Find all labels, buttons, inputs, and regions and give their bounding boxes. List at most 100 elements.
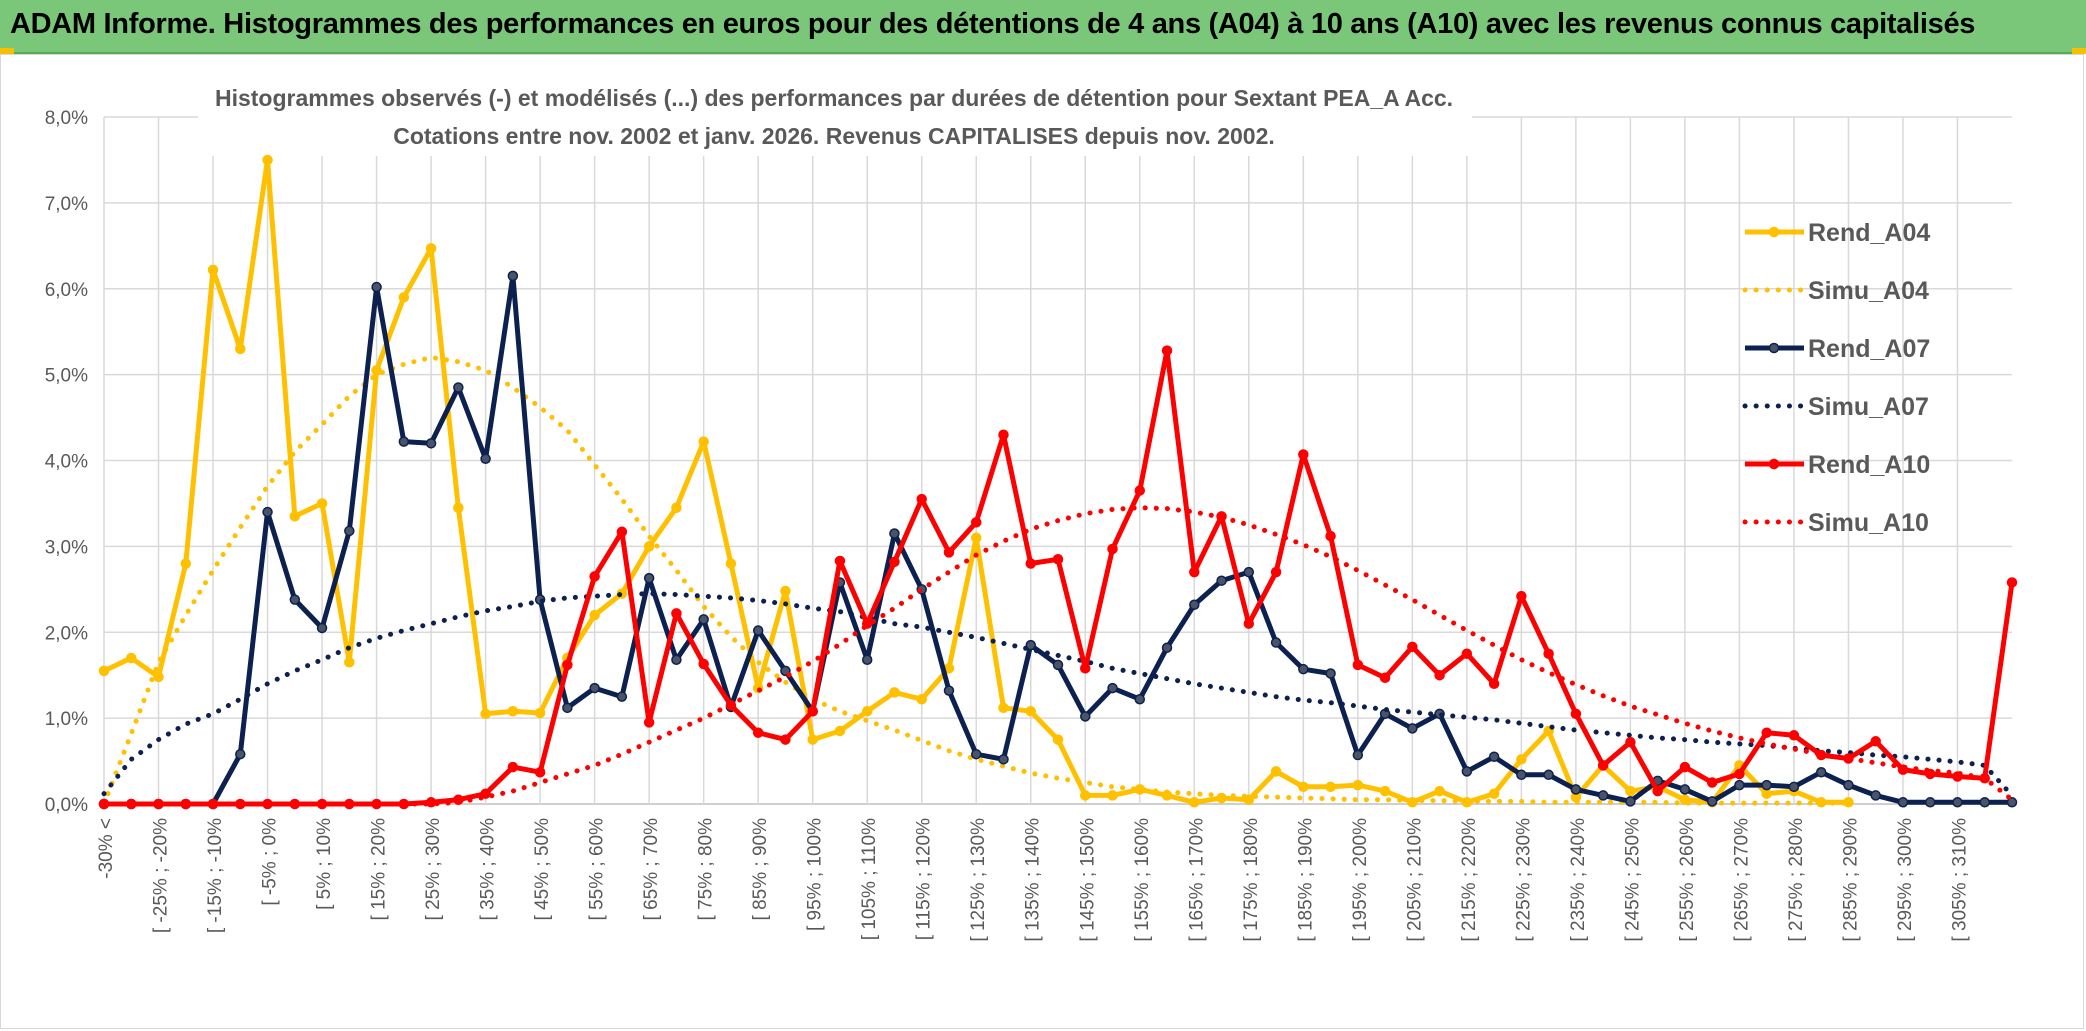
x-tick-label: [ 185% ; 190% — [1295, 818, 1316, 942]
data-point — [1243, 566, 1255, 578]
x-tick-label: [ 105% ; 110% — [859, 818, 880, 940]
x-tick-label: [ 55% ; 60% — [587, 818, 608, 921]
data-point — [1161, 642, 1173, 653]
data-point — [235, 748, 246, 760]
data-point — [507, 761, 519, 773]
data-point — [889, 687, 900, 698]
data-point — [698, 436, 709, 447]
x-tick-label: [ 115% ; 120% — [914, 818, 935, 940]
data-point — [1052, 659, 1064, 671]
data-point — [834, 725, 846, 737]
data-point — [1897, 797, 1909, 808]
data-point — [1325, 781, 1336, 793]
data-point — [1325, 668, 1336, 679]
data-point — [453, 382, 464, 393]
data-point — [1788, 781, 1800, 793]
data-point — [1161, 345, 1173, 356]
data-point — [616, 526, 628, 538]
y-tick-label: 0,0% — [45, 795, 88, 816]
data-point — [398, 436, 410, 447]
data-point — [1134, 485, 1146, 496]
data-point — [480, 788, 491, 799]
data-point — [1815, 766, 1827, 778]
x-tick-label: [ 215% ; 220% — [1459, 818, 1480, 942]
data-point — [943, 547, 955, 558]
data-point — [1516, 769, 1527, 781]
data-point — [1025, 639, 1036, 651]
x-tick-label: [ 235% ; 240% — [1568, 818, 1589, 942]
data-point — [998, 754, 1009, 765]
data-point — [126, 652, 137, 664]
legend-marker — [1768, 458, 1780, 470]
x-tick-label: [ 195% ; 200% — [1350, 818, 1371, 942]
data-point — [1052, 554, 1064, 565]
x-axis: -30% < [ -25% ; -20% [ -15% ; -10% [ -5% ; … — [96, 818, 1970, 942]
series-simu-a10 — [101, 505, 2015, 807]
data-point — [480, 453, 491, 465]
data-point — [780, 585, 791, 597]
data-point — [916, 693, 927, 705]
report-banner: ADAM Informe. Histogrammes des performan… — [0, 0, 2086, 54]
data-point — [371, 365, 382, 376]
data-point — [1652, 785, 1663, 797]
data-point — [1488, 751, 1500, 763]
legend-marker — [1768, 342, 1780, 354]
data-point — [1952, 797, 1963, 808]
data-point — [1189, 797, 1200, 808]
legend-label: Rend_A04 — [1808, 219, 1930, 247]
series-rend-a07 — [98, 270, 2018, 810]
y-tick-label: 2,0% — [45, 623, 88, 644]
data-point — [671, 502, 682, 513]
data-point — [1761, 788, 1772, 799]
data-point — [943, 685, 955, 696]
series-simu-a07 — [101, 591, 2015, 798]
data-point — [1298, 781, 1309, 793]
data-point — [2006, 577, 2018, 588]
data-point — [1843, 779, 1854, 791]
data-point — [398, 292, 410, 303]
series — [98, 154, 2018, 810]
data-point — [1461, 766, 1473, 777]
data-point — [589, 682, 600, 694]
x-tick-label: [ 95% ; 100% — [805, 818, 826, 931]
data-point — [1461, 648, 1473, 659]
y-tick-label: 6,0% — [45, 280, 88, 301]
data-point — [207, 264, 219, 276]
data-point — [1570, 784, 1582, 795]
x-tick-label: [ 5% ; 10% — [314, 818, 335, 910]
series-line — [101, 354, 1851, 807]
x-tick-label: [ 85% ; 90% — [750, 818, 771, 921]
data-point — [889, 528, 900, 539]
legend: Rend_A04 Simu_A04 Rend_A07 Simu_A07 Rend_A10… — [1742, 219, 1930, 537]
data-point — [1407, 723, 1418, 734]
data-point — [1352, 779, 1364, 791]
y-tick-label: 8,0% — [45, 108, 88, 129]
data-point — [1979, 797, 1990, 808]
x-tick-label: -30% < — [96, 818, 117, 879]
data-point — [507, 270, 519, 282]
data-point — [1516, 754, 1527, 765]
x-tick-label: [ 145% ; 150% — [1077, 818, 1098, 942]
data-point — [1625, 796, 1636, 807]
data-point — [1543, 648, 1554, 659]
data-point — [1080, 790, 1091, 801]
data-point — [1870, 790, 1881, 801]
legend-label: Rend_A07 — [1808, 335, 1930, 363]
series-line — [104, 273, 2012, 807]
y-axis: 0,0% 1,0% 2,0% 3,0% 4,0% 5,0% 6,0% 7,0% 8,0% — [45, 108, 88, 816]
data-point — [534, 766, 546, 778]
data-point — [1734, 768, 1745, 780]
data-point — [1325, 530, 1336, 542]
data-point — [807, 734, 818, 745]
legend-label: Simu_A10 — [1808, 509, 1929, 537]
x-tick-label: [ 75% ; 80% — [696, 818, 717, 921]
series-rend-a04 — [98, 154, 1854, 808]
data-point — [1025, 558, 1036, 569]
x-tick-label: [ 135% ; 140% — [1023, 818, 1044, 942]
data-point — [589, 571, 600, 582]
report-title: ADAM Informe. Histogrammes des performan… — [10, 8, 1976, 40]
x-tick-label: [ 265% ; 270% — [1731, 818, 1752, 942]
series-line — [101, 591, 2015, 798]
data-point — [1870, 736, 1881, 747]
data-point — [1052, 734, 1064, 745]
